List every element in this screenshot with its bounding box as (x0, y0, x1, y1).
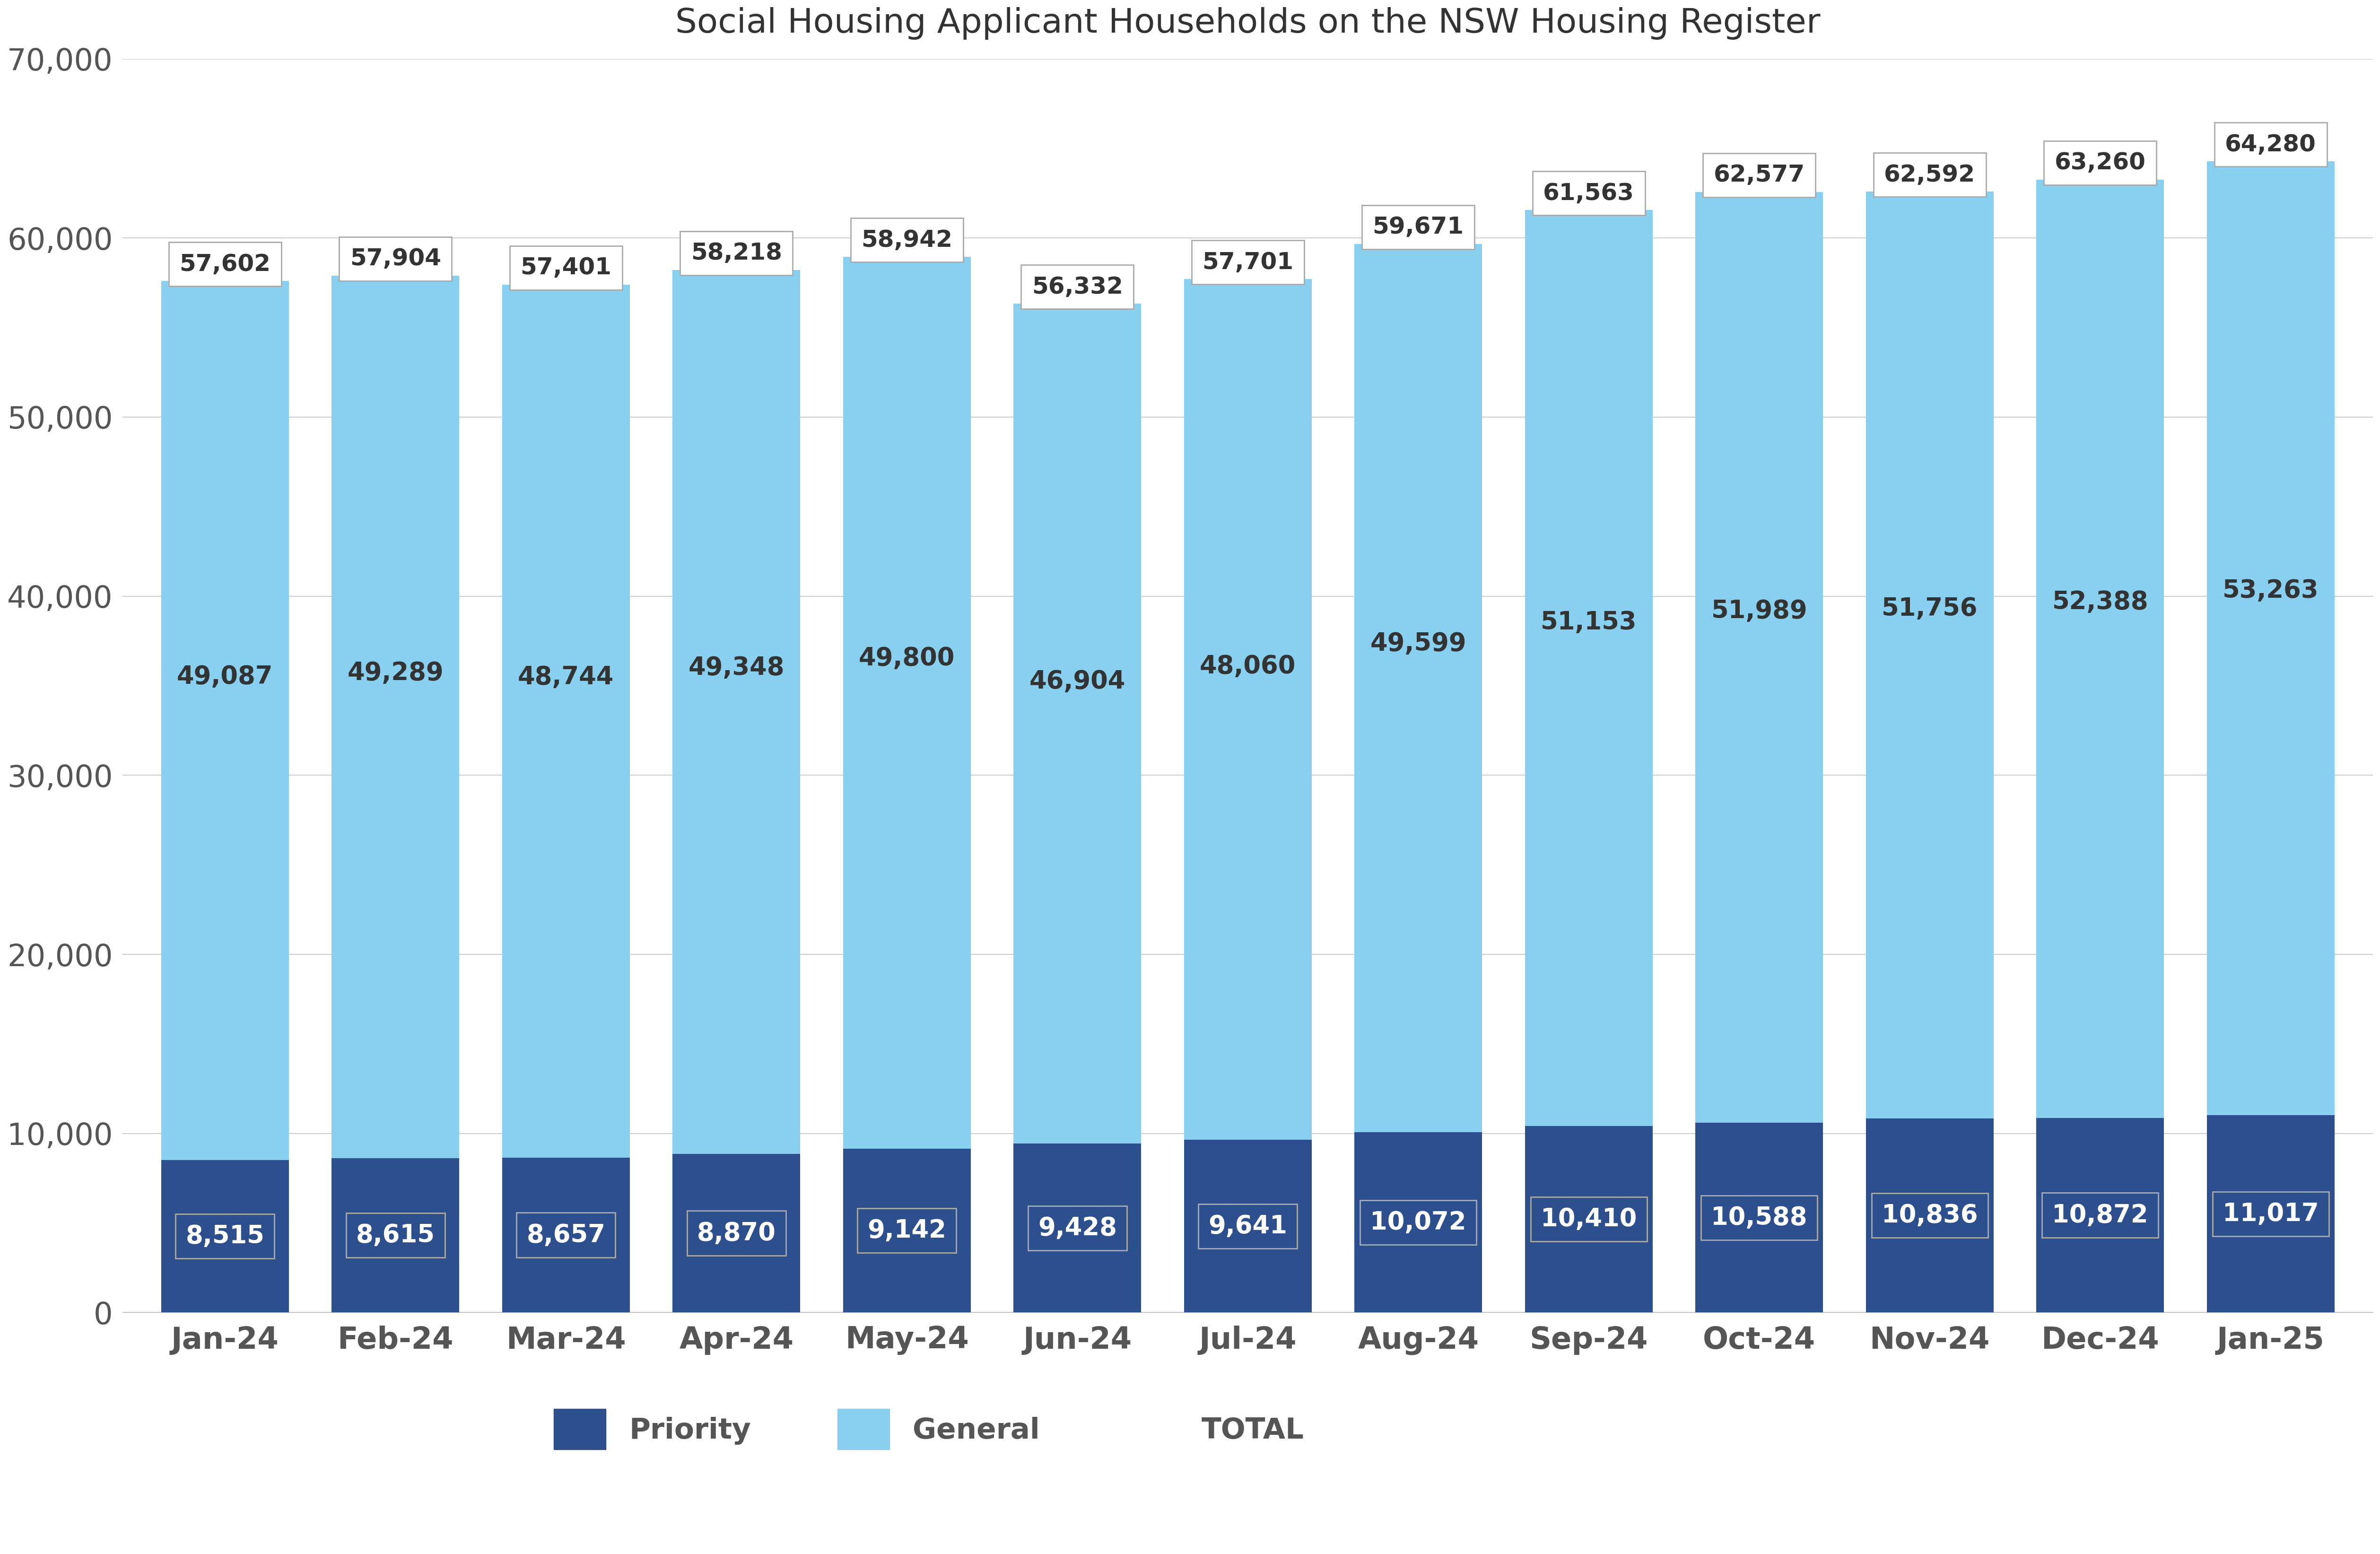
Text: 62,577: 62,577 (1714, 163, 1804, 186)
Bar (2206, 1116, 2335, 1313)
Text: 58,942: 58,942 (862, 228, 952, 252)
Text: 57,401: 57,401 (521, 256, 612, 280)
Text: 49,289: 49,289 (347, 660, 443, 685)
Text: 9,641: 9,641 (1209, 1214, 1288, 1239)
Bar (331, 1158, 459, 1313)
Bar (1183, 280, 1311, 1141)
Bar (331, 275, 459, 1158)
Bar (1014, 303, 1142, 1144)
Bar (162, 281, 288, 1161)
Bar (502, 284, 631, 1158)
Legend: Priority, General, TOTAL: Priority, General, TOTAL (543, 1397, 1316, 1461)
Text: 48,744: 48,744 (519, 665, 614, 690)
Bar (1526, 210, 1652, 1127)
Text: 51,989: 51,989 (1711, 598, 1806, 623)
Text: 62,592: 62,592 (1885, 163, 1975, 186)
Text: 58,218: 58,218 (690, 242, 783, 264)
Text: 49,348: 49,348 (688, 656, 785, 681)
Text: 56,332: 56,332 (1031, 275, 1123, 298)
Text: 49,599: 49,599 (1371, 631, 1466, 656)
Bar (1183, 1141, 1311, 1313)
Text: 8,615: 8,615 (357, 1223, 436, 1248)
Bar (843, 256, 971, 1148)
Bar (502, 1158, 631, 1313)
Bar (1866, 1119, 1994, 1313)
Text: 10,836: 10,836 (1883, 1203, 1978, 1228)
Bar (674, 1153, 800, 1313)
Text: 10,872: 10,872 (2052, 1203, 2149, 1228)
Bar (674, 270, 800, 1153)
Text: 59,671: 59,671 (1373, 216, 1464, 238)
Text: 51,756: 51,756 (1883, 597, 1978, 622)
Text: 9,142: 9,142 (866, 1218, 947, 1243)
Text: 57,904: 57,904 (350, 247, 440, 270)
Text: 49,800: 49,800 (859, 646, 954, 671)
Bar (1695, 1124, 1823, 1313)
Bar (1526, 1127, 1652, 1313)
Bar (2037, 1117, 2163, 1313)
Text: 51,153: 51,153 (1540, 611, 1637, 634)
Text: 10,410: 10,410 (1540, 1207, 1637, 1232)
Bar (1695, 191, 1823, 1124)
Bar (1354, 244, 1483, 1133)
Text: 9,428: 9,428 (1038, 1215, 1116, 1240)
Text: 64,280: 64,280 (2225, 134, 2316, 155)
Text: 10,588: 10,588 (1711, 1206, 1806, 1231)
Bar (1354, 1133, 1483, 1313)
Bar (2037, 180, 2163, 1117)
Text: 10,072: 10,072 (1371, 1211, 1466, 1235)
Bar (162, 1161, 288, 1313)
Text: 48,060: 48,060 (1200, 654, 1295, 679)
Bar (843, 1148, 971, 1313)
Text: 11,017: 11,017 (2223, 1201, 2318, 1226)
Text: 53,263: 53,263 (2223, 578, 2318, 603)
Text: 8,515: 8,515 (186, 1225, 264, 1248)
Text: 57,701: 57,701 (1202, 252, 1292, 274)
Text: 8,657: 8,657 (526, 1223, 605, 1248)
Bar (1014, 1144, 1142, 1313)
Text: 63,260: 63,260 (2054, 152, 2147, 174)
Text: 61,563: 61,563 (1542, 182, 1635, 205)
Text: 52,388: 52,388 (2052, 589, 2149, 614)
Text: 8,870: 8,870 (697, 1221, 776, 1245)
Text: 49,087: 49,087 (176, 664, 274, 688)
Bar (1866, 191, 1994, 1119)
Text: 57,602: 57,602 (178, 253, 271, 275)
Bar (2206, 162, 2335, 1116)
Text: 46,904: 46,904 (1028, 670, 1126, 695)
Title: Social Housing Applicant Households on the NSW Housing Register: Social Housing Applicant Households on t… (676, 8, 1821, 40)
